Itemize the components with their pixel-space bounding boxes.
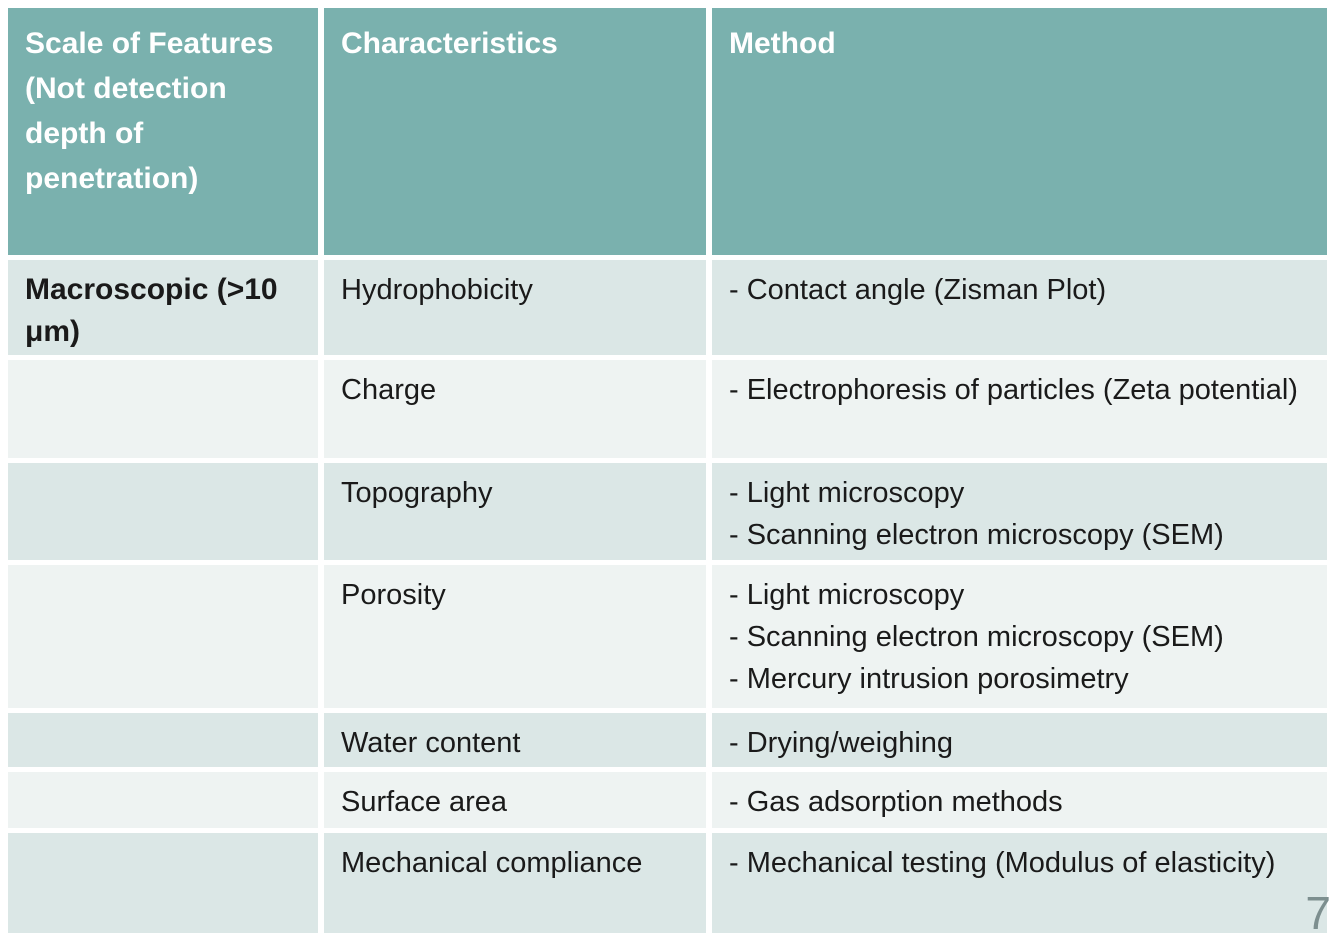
- scale-cell: [8, 713, 318, 767]
- method-line: - Scanning electron microscopy (SEM): [729, 519, 1224, 551]
- method-cell: - Mechanical testing (Modulus of elastic…: [712, 833, 1327, 933]
- method-line: - Drying/weighing: [729, 727, 954, 759]
- header-cell-characteristics: Characteristics: [324, 8, 706, 255]
- slide-page-number: 7: [1305, 887, 1331, 933]
- scale-cell: [8, 565, 318, 708]
- scale-cell: [8, 360, 318, 458]
- scale-cell: Macroscopic (>10 μm): [8, 260, 318, 355]
- table-row: Charge - Electrophoresis of particles (Ze…: [8, 360, 1327, 458]
- table-header-row: Scale of Features (Not detection depth o…: [8, 8, 1327, 255]
- method-line: - Electrophoresis of particles (Zeta pot…: [729, 374, 1298, 406]
- header-cell-method: Method: [712, 8, 1327, 255]
- method-cell: - Light microscopy - Scanning electron mi…: [712, 463, 1327, 560]
- header-cell-scale-of-features: Scale of Features (Not detection depth o…: [8, 8, 318, 255]
- table-row: Surface area - Gas adsorption methods: [8, 772, 1327, 828]
- table-row: Topography - Light microscopy - Scanning e…: [8, 463, 1327, 560]
- method-cell: - Drying/weighing: [712, 713, 1327, 767]
- scale-cell: [8, 772, 318, 828]
- characteristic-cell: Porosity: [324, 565, 706, 708]
- table-row: Macroscopic (>10 μm) Hydrophobicity - Cont…: [8, 260, 1327, 355]
- method-line: - Gas adsorption methods: [729, 786, 1063, 818]
- method-cell: - Gas adsorption methods: [712, 772, 1327, 828]
- table-row: Mechanical compliance - Mechanical testin…: [8, 833, 1327, 933]
- method-cell: - Light microscopy - Scanning electron mi…: [712, 565, 1327, 708]
- method-cell: - Contact angle (Zisman Plot): [712, 260, 1327, 355]
- method-line: - Contact angle (Zisman Plot): [729, 274, 1107, 306]
- characteristic-cell: Hydrophobicity: [324, 260, 706, 355]
- method-line: - Scanning electron microscopy (SEM): [729, 621, 1224, 653]
- characteristic-cell: Water content: [324, 713, 706, 767]
- table-row: Porosity - Light microscopy - Scanning ele…: [8, 565, 1327, 708]
- method-line: - Mechanical testing (Modulus of elastic…: [729, 847, 1276, 879]
- characteristic-cell: Charge: [324, 360, 706, 458]
- surface-characterization-table: Scale of Features (Not detection depth o…: [8, 8, 1327, 933]
- method-line: - Light microscopy: [729, 579, 965, 611]
- method-cell: - Electrophoresis of particles (Zeta pot…: [712, 360, 1327, 458]
- characteristic-cell: Topography: [324, 463, 706, 560]
- method-line: - Light microscopy: [729, 477, 965, 509]
- method-line: - Mercury intrusion porosimetry: [729, 663, 1129, 695]
- table-row: Water content - Drying/weighing: [8, 713, 1327, 767]
- characteristic-cell: Mechanical compliance: [324, 833, 706, 933]
- scale-cell: [8, 463, 318, 560]
- characteristic-cell: Surface area: [324, 772, 706, 828]
- scale-cell: [8, 833, 318, 933]
